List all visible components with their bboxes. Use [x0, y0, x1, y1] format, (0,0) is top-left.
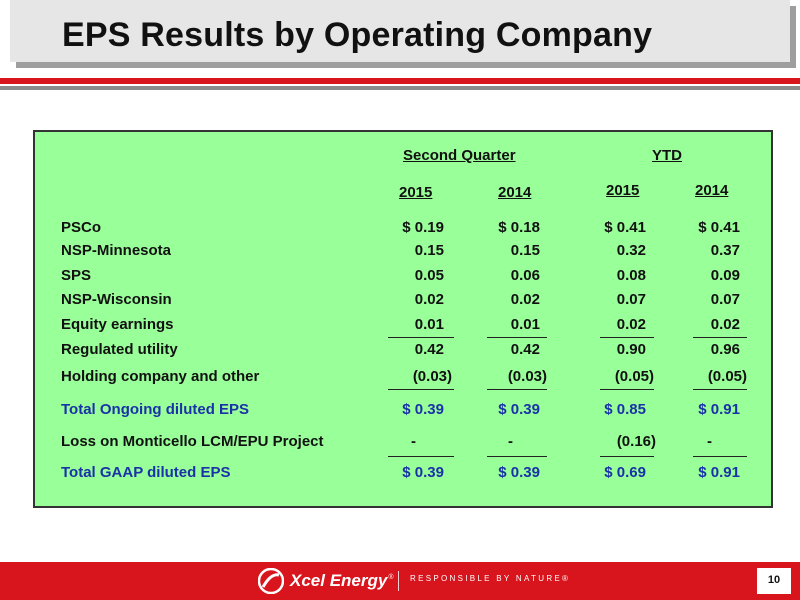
- gaap-rule: [600, 456, 654, 457]
- cell-sps-ytd-2014: 0.09: [710, 267, 740, 284]
- subtotal-rule: [693, 337, 747, 338]
- cell-nsp-minnesota-ytd-2015: 0.32: [616, 242, 646, 259]
- cell-equity-earnings-ytd-2014: 0.02: [710, 316, 740, 333]
- xcel-swoosh-icon: [258, 568, 284, 594]
- cell-sps-ytd-2015: 0.08: [616, 267, 646, 284]
- row-label-sps: SPS: [61, 267, 92, 284]
- row-label-equity-earnings: Equity earnings: [61, 316, 174, 333]
- page-number-box: [757, 568, 791, 594]
- cell-monticello-q2-2014: -: [508, 433, 513, 450]
- cell-holding-company-ytd-2014: (0.05): [707, 368, 747, 385]
- xcel-energy-logo: Xcel Energy ®: [258, 566, 394, 596]
- cell-monticello-q2-2015: -: [411, 433, 416, 450]
- cell-holding-company-ytd-2015: (0.05): [614, 368, 654, 385]
- cell-sps-q2-2015: 0.05: [414, 267, 444, 284]
- subtotal-rule: [388, 337, 454, 338]
- cell-total-ongoing-ytd-2014: $ 0.91: [698, 401, 740, 418]
- cell-regulated-utility-ytd-2014: 0.96: [710, 341, 740, 358]
- cell-psco-ytd-2015: $ 0.41: [604, 219, 646, 236]
- subtotal-rule: [600, 337, 654, 338]
- cell-psco-ytd-2014: $ 0.41: [698, 219, 740, 236]
- gaap-rule: [693, 456, 747, 457]
- cell-sps-q2-2014: 0.06: [510, 267, 540, 284]
- cell-total-gaap-ytd-2015: $ 0.69: [604, 464, 646, 481]
- cell-regulated-utility-ytd-2015: 0.90: [616, 341, 646, 358]
- header-q2-2014: 2014: [498, 184, 532, 201]
- cell-monticello-ytd-2014: -: [707, 433, 712, 450]
- row-label-total-gaap-eps: Total GAAP diluted EPS: [61, 464, 231, 481]
- row-label-nsp-wisconsin: NSP-Wisconsin: [61, 291, 172, 308]
- row-label-total-ongoing-eps: Total Ongoing diluted EPS: [61, 401, 250, 418]
- gaap-rule: [388, 456, 454, 457]
- cell-total-gaap-q2-2014: $ 0.39: [498, 464, 540, 481]
- footer-bar: [0, 562, 800, 600]
- cell-equity-earnings-ytd-2015: 0.02: [616, 316, 646, 333]
- row-label-monticello-loss: Loss on Monticello LCM/EPU Project: [61, 433, 324, 450]
- cell-psco-q2-2015: $ 0.19: [402, 219, 444, 236]
- page-number: 10: [767, 574, 781, 586]
- gaap-rule: [487, 456, 547, 457]
- page-title: EPS Results by Operating Company: [62, 16, 653, 54]
- total-rule: [388, 389, 454, 390]
- eps-table-panel: [33, 130, 773, 508]
- cell-nsp-wisconsin-q2-2014: 0.02: [510, 291, 540, 308]
- cell-nsp-minnesota-q2-2015: 0.15: [414, 242, 444, 259]
- cell-total-ongoing-ytd-2015: $ 0.85: [604, 401, 646, 418]
- cell-regulated-utility-q2-2015: 0.42: [414, 341, 444, 358]
- total-rule: [693, 389, 747, 390]
- header-ytd-2015: 2015: [606, 182, 640, 199]
- header-ytd: YTD: [652, 147, 682, 164]
- cell-holding-company-q2-2014: (0.03): [507, 368, 547, 385]
- row-label-regulated-utility: Regulated utility: [61, 341, 178, 358]
- cell-equity-earnings-q2-2015: 0.01: [414, 316, 444, 333]
- cell-holding-company-q2-2015: (0.03): [412, 368, 452, 385]
- cell-nsp-wisconsin-ytd-2014: 0.07: [710, 291, 740, 308]
- cell-total-ongoing-q2-2015: $ 0.39: [402, 401, 444, 418]
- cell-regulated-utility-q2-2014: 0.42: [510, 341, 540, 358]
- cell-total-gaap-ytd-2014: $ 0.91: [698, 464, 740, 481]
- footer-separator: [398, 571, 399, 591]
- brand-name: Xcel Energy: [290, 571, 388, 590]
- total-rule: [600, 389, 654, 390]
- cell-nsp-minnesota-ytd-2014: 0.37: [710, 242, 740, 259]
- cell-nsp-wisconsin-ytd-2015: 0.07: [616, 291, 646, 308]
- footer-tagline: RESPONSIBLE BY NATURE®: [410, 574, 571, 583]
- registered-mark: ®: [388, 573, 394, 581]
- cell-total-ongoing-q2-2014: $ 0.39: [498, 401, 540, 418]
- title-banner: [10, 0, 790, 62]
- cell-psco-q2-2014: $ 0.18: [498, 219, 540, 236]
- header-q2-2015: 2015: [399, 184, 433, 201]
- header-second-quarter: Second Quarter: [403, 147, 516, 164]
- cell-monticello-ytd-2015: (0.16): [616, 433, 656, 450]
- cell-equity-earnings-q2-2014: 0.01: [510, 316, 540, 333]
- header-ytd-2014: 2014: [695, 182, 729, 199]
- cell-nsp-wisconsin-q2-2015: 0.02: [414, 291, 444, 308]
- row-label-nsp-minnesota: NSP-Minnesota: [61, 242, 172, 259]
- row-label-holding-company: Holding company and other: [61, 368, 260, 385]
- subtotal-rule: [487, 337, 547, 338]
- cell-nsp-minnesota-q2-2014: 0.15: [510, 242, 540, 259]
- gray-divider: [0, 86, 800, 90]
- total-rule: [487, 389, 547, 390]
- cell-total-gaap-q2-2015: $ 0.39: [402, 464, 444, 481]
- row-label-psco: PSCo: [61, 219, 102, 236]
- red-divider: [0, 78, 800, 84]
